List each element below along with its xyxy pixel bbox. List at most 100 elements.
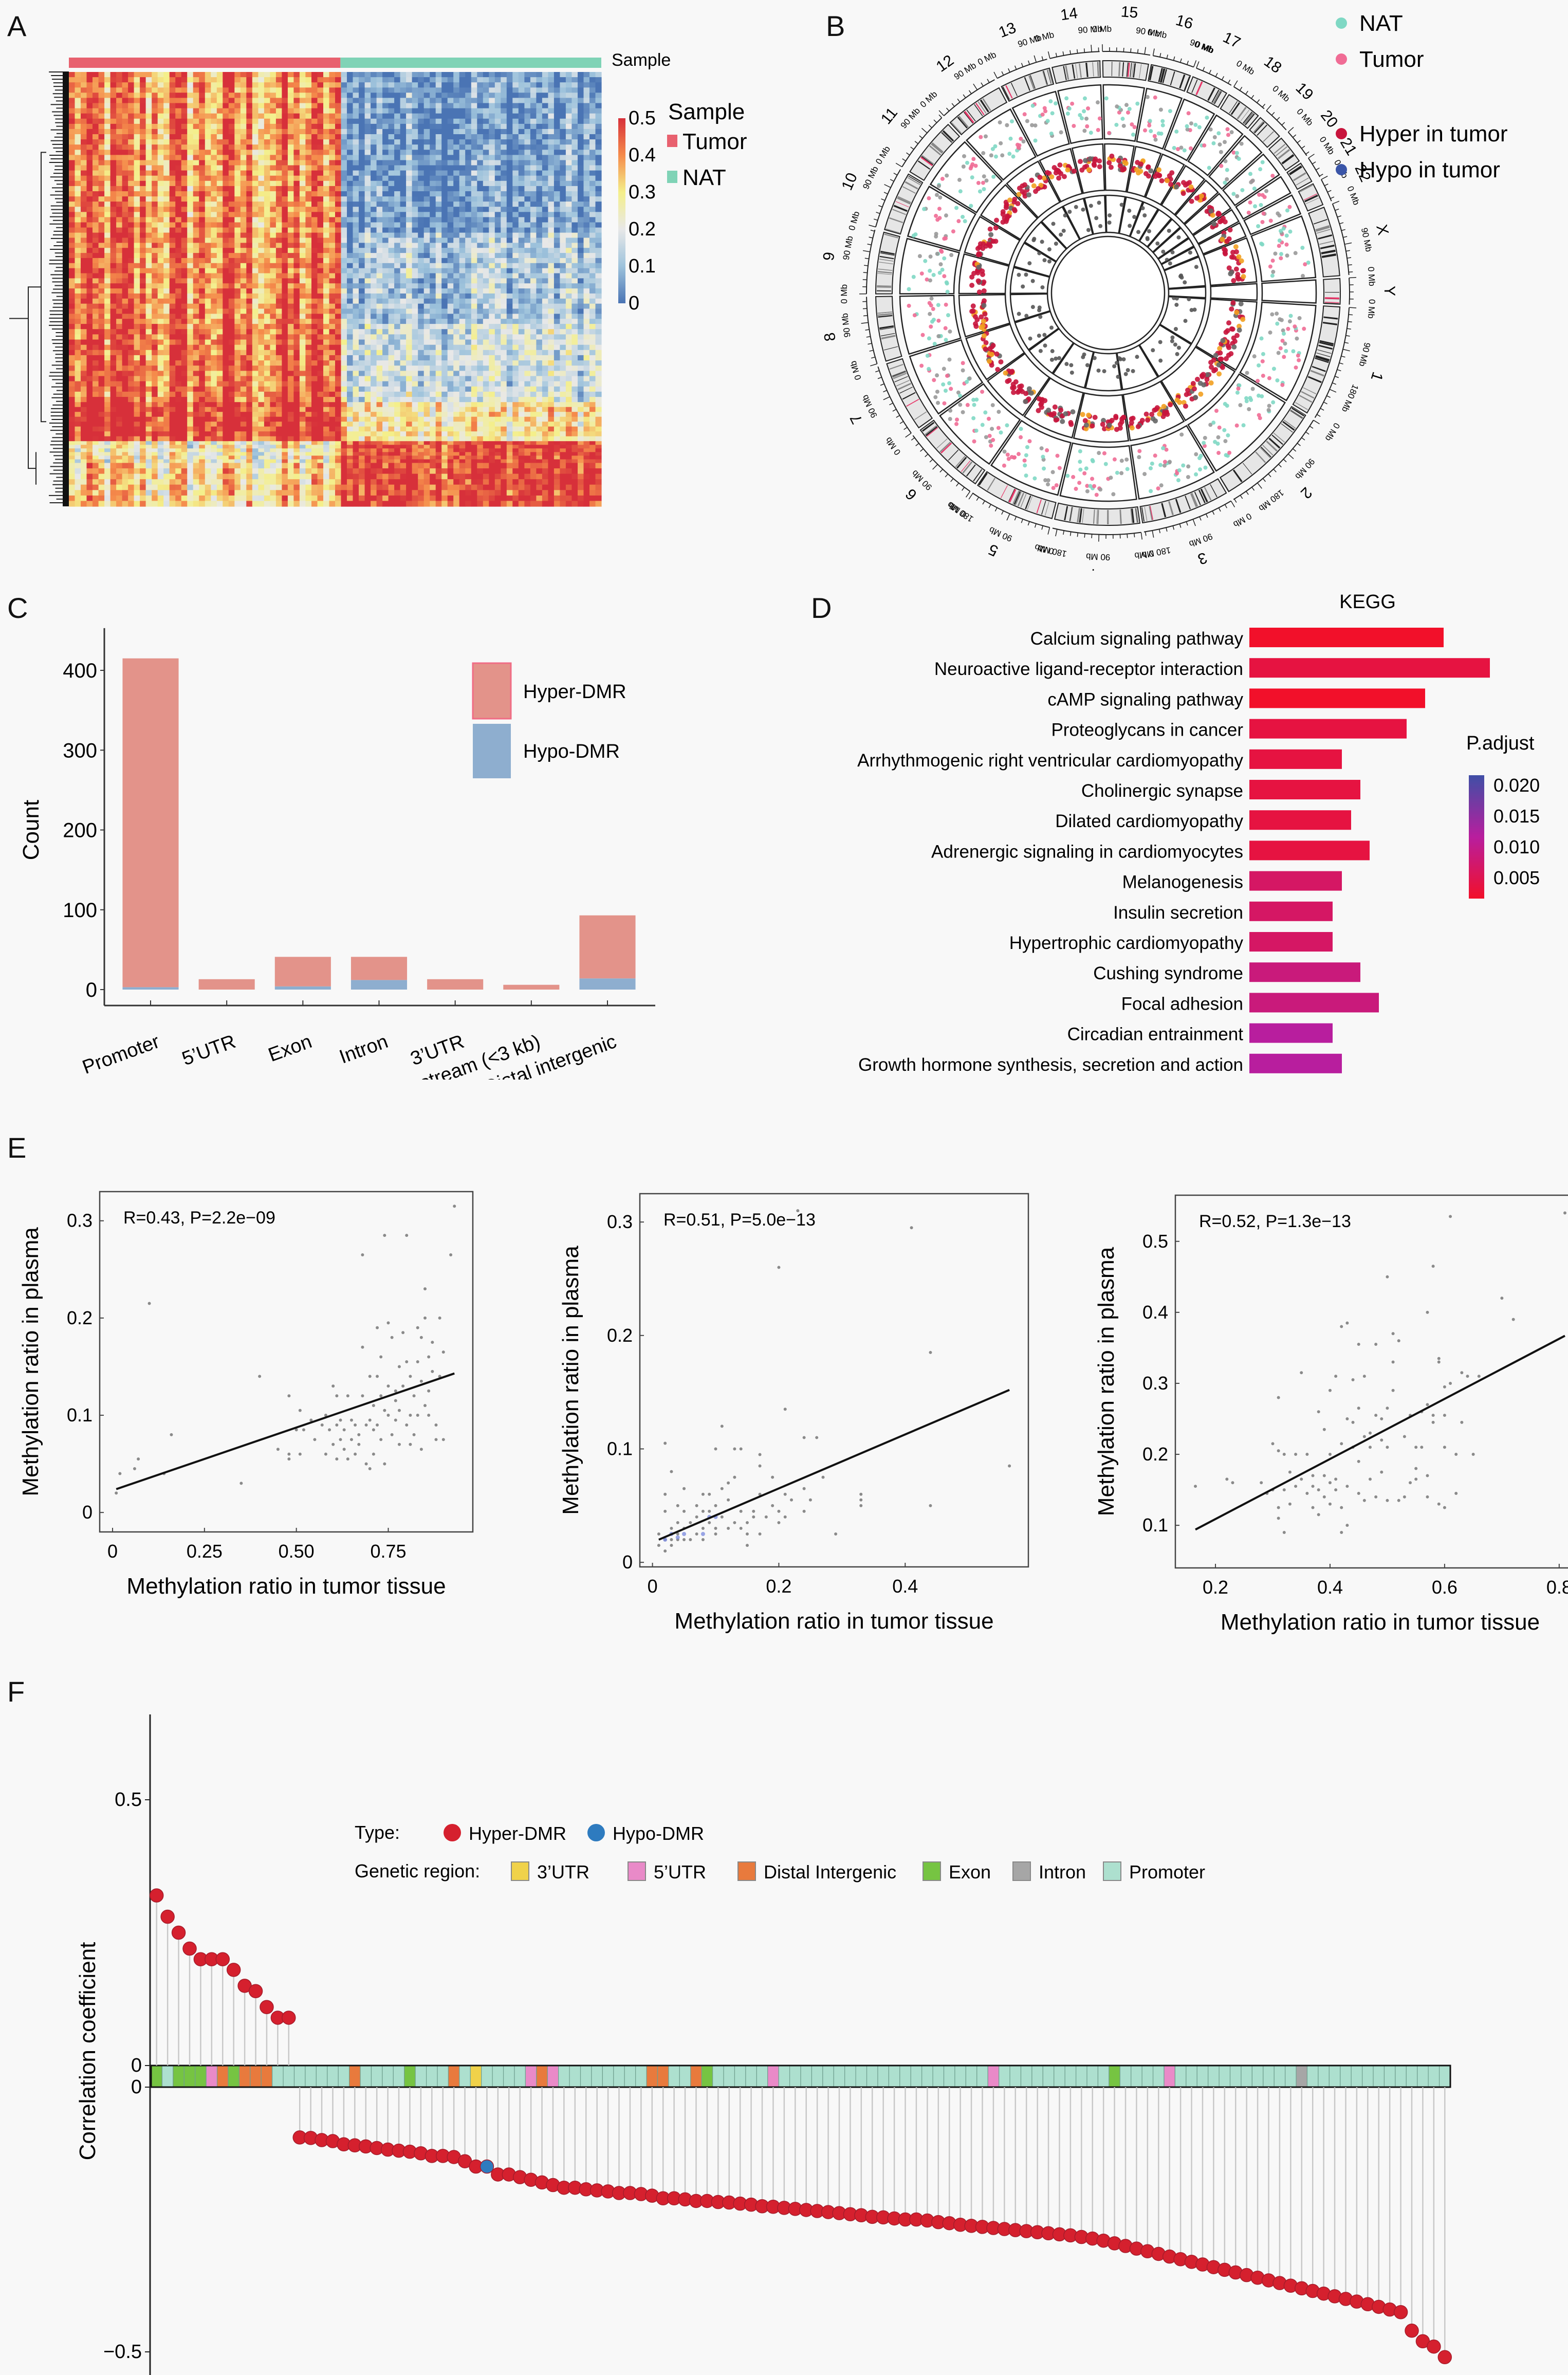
heatmap-cell [418, 314, 425, 319]
heatmap-cell [199, 98, 206, 104]
heatmap-cell [128, 82, 135, 88]
heatmap-cell [134, 160, 140, 166]
heatmap-cell [258, 232, 265, 239]
heatmap-cell [81, 278, 87, 284]
heatmap-cell [311, 196, 318, 202]
heatmap-cell [116, 278, 123, 284]
heatmap-cell [93, 344, 99, 351]
heatmap-cell [388, 283, 395, 289]
heatmap-cell [418, 93, 425, 98]
heatmap-cell [465, 118, 472, 124]
heatmap-cell [98, 150, 105, 155]
heatmap-cell [536, 268, 543, 274]
heatmap-cell [134, 314, 140, 319]
heatmap-cell [246, 72, 253, 78]
heatmap-cell [376, 123, 383, 130]
heatmap-cell [512, 165, 519, 171]
heatmap-cell [524, 207, 531, 212]
heatmap-cell [169, 93, 176, 98]
heatmap-cell [104, 303, 111, 309]
heatmap-cell [169, 222, 176, 228]
heatmap-cell [589, 72, 596, 78]
heatmap-cell [595, 273, 602, 279]
heatmap-cell [317, 170, 324, 176]
heatmap-cell [193, 334, 199, 340]
heatmap-cell [86, 123, 93, 130]
heatmap-cell [435, 155, 442, 161]
heatmap-cell [299, 288, 306, 294]
heatmap-cell [441, 98, 448, 104]
heatmap-cell [311, 212, 318, 217]
heatmap-cell [93, 339, 99, 345]
heatmap-cell [211, 134, 217, 140]
heatmap-cell [211, 227, 217, 233]
heatmap-cell [104, 134, 111, 140]
heatmap-cell [93, 329, 99, 335]
heatmap-cell [371, 334, 377, 340]
heatmap-cell [583, 227, 590, 233]
heatmap-cell [418, 273, 425, 279]
heatmap-cell [104, 113, 111, 119]
heatmap-cell [223, 283, 229, 289]
heatmap-cell [175, 129, 182, 135]
heatmap-cell [518, 222, 525, 228]
heatmap-cell [104, 139, 111, 145]
heatmap-cell [223, 103, 229, 109]
heatmap-cell [234, 93, 241, 98]
heatmap-cell [412, 283, 418, 289]
heatmap-cell [187, 339, 194, 345]
heatmap-cell [394, 196, 401, 202]
heatmap-cell [205, 150, 211, 155]
heatmap-cell [571, 150, 578, 155]
heatmap-cell [287, 113, 294, 119]
heatmap-cell [506, 273, 513, 279]
heatmap-cell [501, 144, 507, 150]
heatmap-cell [145, 134, 152, 140]
heatmap-cell [323, 175, 330, 181]
heatmap-cell [311, 243, 318, 248]
heatmap-cell [571, 82, 578, 88]
heatmap-cell [335, 186, 342, 192]
heatmap-cell [530, 212, 537, 217]
heatmap-cell [323, 123, 330, 130]
heatmap-cell [110, 186, 117, 192]
heatmap-cell [199, 175, 206, 181]
heatmap-cell [193, 165, 199, 171]
heatmap-cell [134, 217, 140, 223]
heatmap-cell [595, 170, 602, 176]
heatmap-cell [128, 144, 135, 150]
heatmap-cell [69, 350, 76, 356]
heatmap-cell [86, 72, 93, 78]
heatmap-cell [282, 314, 288, 319]
heatmap-cell [560, 186, 566, 192]
heatmap-cell [471, 98, 477, 104]
heatmap-cell [589, 196, 596, 202]
heatmap-cell [418, 150, 425, 155]
heatmap-cell [128, 283, 135, 289]
heatmap-cell [347, 227, 354, 233]
heatmap-cell [347, 108, 354, 114]
heatmap-cell [477, 186, 484, 192]
heatmap-cell [98, 170, 105, 176]
heatmap-cell [595, 314, 602, 319]
heatmap-cell [483, 82, 489, 88]
heatmap-cell [75, 186, 81, 192]
heatmap-cell [518, 288, 525, 294]
heatmap-cell [512, 139, 519, 145]
heatmap-cell [81, 103, 87, 109]
heatmap-cell [341, 134, 347, 140]
heatmap-cell [412, 207, 418, 212]
heatmap-cell [317, 196, 324, 202]
heatmap-cell [335, 319, 342, 324]
heatmap-cell [589, 232, 596, 239]
heatmap-cell [110, 98, 117, 104]
heatmap-cell [364, 283, 371, 289]
heatmap-cell [453, 298, 460, 304]
heatmap-cell [483, 118, 489, 124]
heatmap-cell [459, 344, 466, 351]
heatmap-cell [216, 129, 223, 135]
heatmap-cell [459, 139, 466, 145]
heatmap-cell [530, 134, 537, 140]
heatmap-cell [489, 344, 495, 351]
heatmap-cell [116, 139, 123, 145]
